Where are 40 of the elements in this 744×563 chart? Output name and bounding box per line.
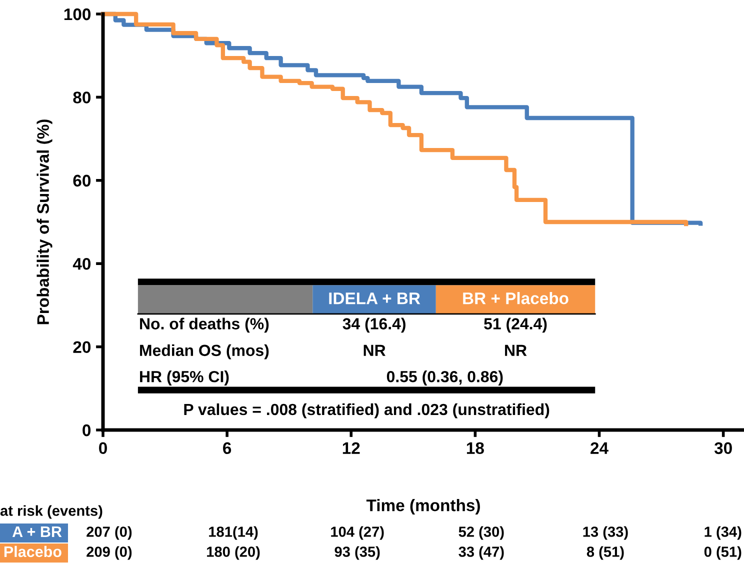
annotation: HR (95% CI)	[140, 370, 229, 386]
x-tick-label: 18	[466, 442, 484, 454]
y-axis-title: Probability of Survival (%)	[36, 120, 52, 324]
annotation: NR	[505, 344, 527, 356]
text: at risk (events)	[0, 505, 102, 519]
text: A + BR	[12, 526, 62, 537]
text: 13 (33)	[583, 526, 628, 540]
text: 207 (0)	[86, 526, 132, 540]
annotation: 51 (24.4)	[484, 318, 547, 333]
text: 180 (20)	[207, 546, 260, 560]
x-tick-label: 24	[590, 442, 608, 454]
x-tick-label: 6	[223, 442, 232, 454]
y-tick-label: 80	[73, 92, 91, 104]
text: 52 (30)	[458, 526, 504, 540]
x-tick-label: 30	[714, 442, 732, 454]
x-tick-label: 12	[342, 442, 360, 454]
text: 1 (34)	[704, 526, 742, 540]
annotation: No. of deaths (%)	[140, 318, 269, 333]
y-tick-label: 0	[82, 424, 91, 436]
x-tick-label: 0	[99, 442, 107, 454]
y-tick-label: 100	[64, 8, 91, 20]
text: 8 (51)	[586, 546, 624, 560]
y-tick-label: 60	[73, 174, 91, 187]
x-axis-title: Time (months)	[366, 499, 480, 515]
annotation: 0.55 (0.36, 0.86)	[386, 370, 503, 386]
text: 0 (51)	[704, 546, 742, 560]
text: 33 (47)	[458, 546, 504, 560]
text: 104 (27)	[331, 526, 384, 540]
annotation: P values = .008 (stratified) and .023 (unstratified)	[184, 403, 550, 418]
text: BR + Placebo	[463, 292, 568, 304]
annotation: 34 (16.4)	[342, 318, 406, 333]
annotation: Median OS (mos)	[140, 344, 269, 360]
annotation: NR	[364, 344, 386, 356]
text: 93 (35)	[334, 546, 380, 560]
text: IDELA + BR	[329, 292, 420, 304]
text: 209 (0)	[86, 546, 132, 560]
text: Placebo	[4, 546, 62, 558]
text: 181(14)	[209, 526, 258, 540]
y-tick-label: 40	[72, 258, 91, 270]
y-tick-label: 20	[73, 341, 91, 354]
